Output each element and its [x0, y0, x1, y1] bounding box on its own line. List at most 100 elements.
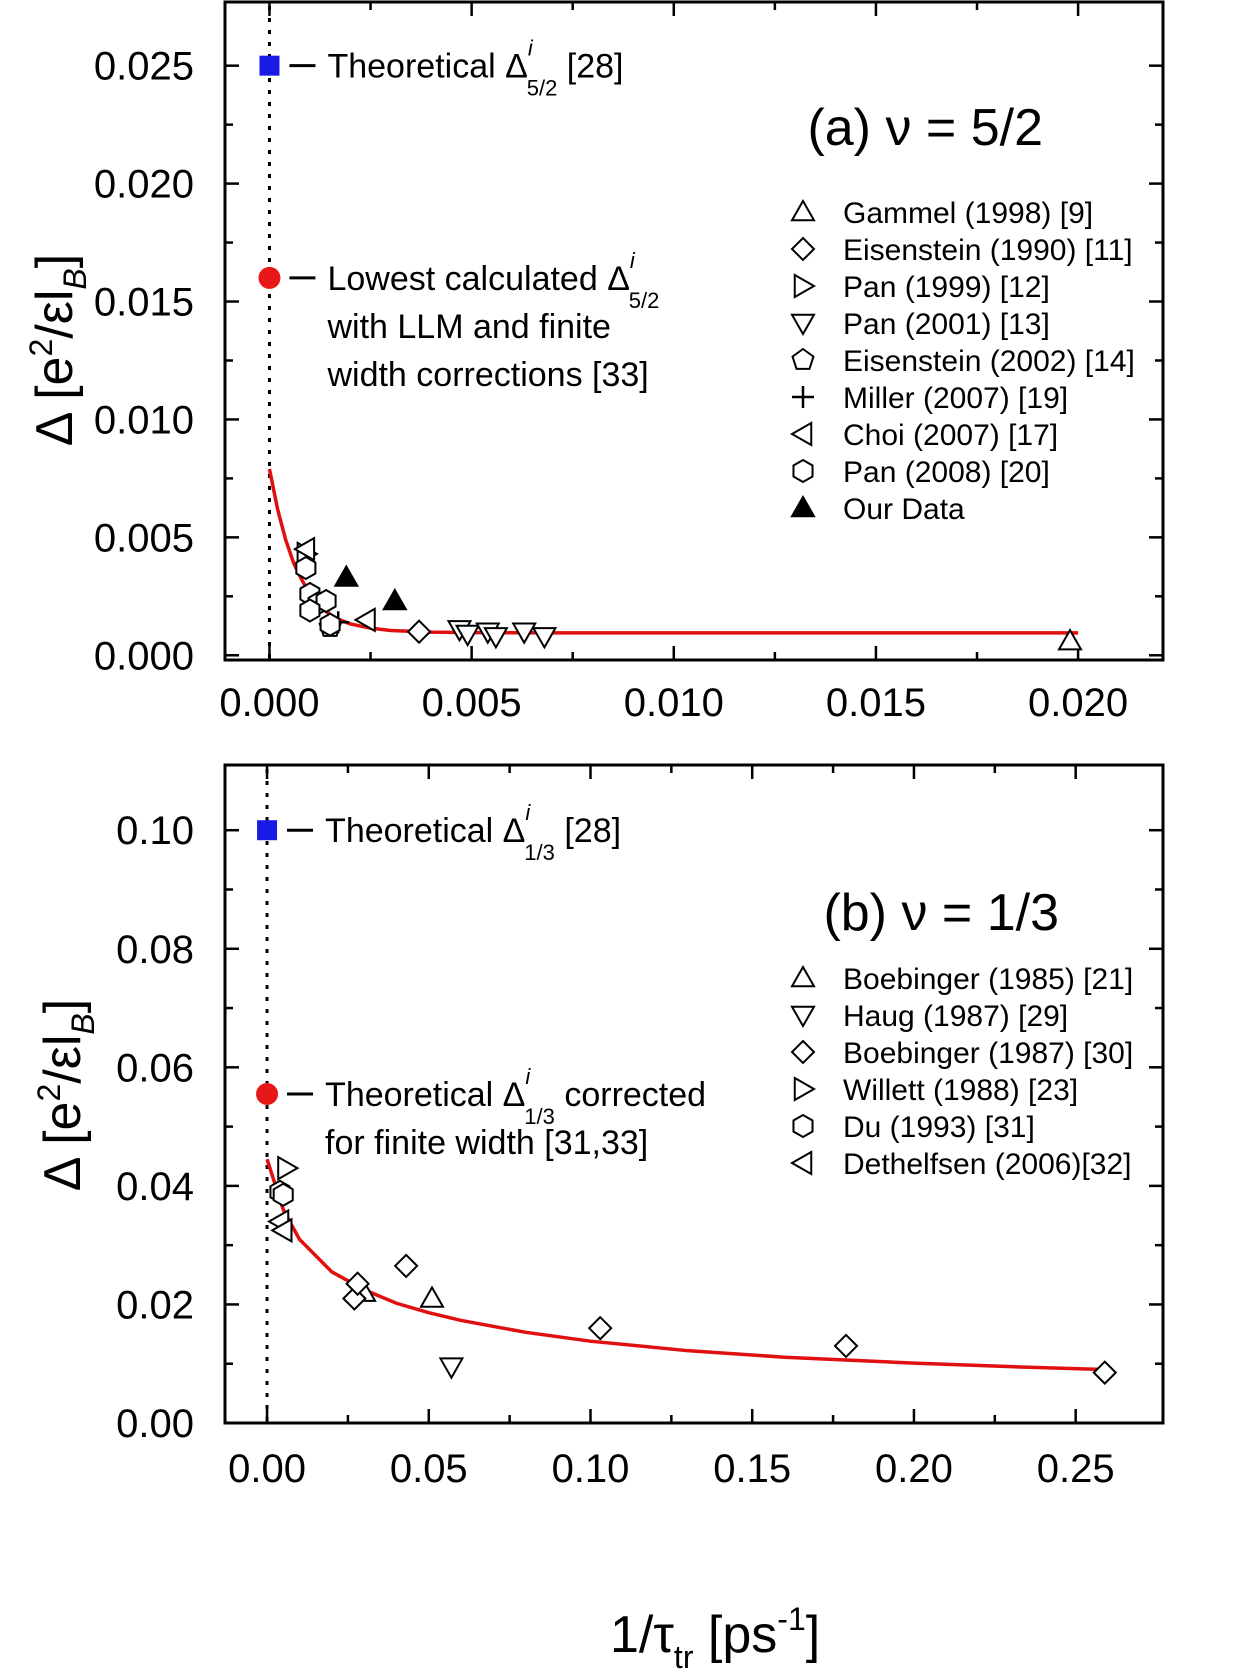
x-axis-label-main: 1/τ — [610, 1606, 674, 1664]
legend-marker — [790, 313, 816, 337]
series-eisenstein-1990-11 — [406, 619, 432, 645]
theory-square-marker — [257, 820, 278, 841]
svg-text:1/τtr [ps-1]: 1/τtr [ps-1] — [610, 1601, 820, 1671]
legend-marker — [792, 386, 814, 408]
y-axis-label-b-sub: B — [65, 1013, 101, 1034]
data-point — [292, 536, 316, 562]
series-pan-2001-13 — [446, 620, 558, 650]
y-tick-label: 0.08 — [116, 928, 194, 972]
legend-label: Du (1993) [31] — [843, 1111, 1035, 1144]
y-tick-label: 0.005 — [94, 516, 194, 560]
legend-label: Haug (1987) [29] — [843, 1000, 1068, 1033]
panel-a-nu-5-2: 0.000 0.005 0.010 0.015 0.020 0.000 0.005 0.010… — [94, 0, 1165, 725]
annotation-0: Theoretical Δi 1/3 [28] — [257, 800, 621, 865]
legend-label: Pan (1999) [12] — [843, 271, 1050, 304]
x-axis-label-sup: -1 — [777, 1601, 805, 1637]
data-point — [438, 1357, 465, 1380]
x-axis-label-sub: tr — [674, 1639, 694, 1671]
y-tick-label: 0.06 — [116, 1046, 194, 1090]
legend-marker — [793, 1076, 817, 1102]
y-axis-label-a-mid: /εl — [26, 290, 84, 339]
legend-marker — [790, 1039, 816, 1065]
x-tick-label: 0.020 — [1028, 681, 1128, 725]
series-our-data — [333, 564, 408, 611]
x-tick-label: 0.000 — [219, 681, 319, 725]
legend: Gammel (1998) [9] Eisenstein (1990) [11] P… — [789, 197, 1135, 526]
series-haug-1987-29 — [438, 1357, 465, 1380]
y-tick-label: 0.025 — [94, 45, 194, 89]
data-point — [272, 1182, 294, 1207]
plot-frame — [223, 0, 1165, 662]
annotation-text: Theoretical Δi 1/3 [28] — [325, 800, 621, 865]
y-tick-label: 0.04 — [116, 1165, 194, 1209]
data-point — [295, 555, 317, 581]
y-tick-label: 0.015 — [94, 281, 194, 325]
y-axis-label-b: Δ [e2/εlB] — [31, 999, 101, 1191]
annotation-text: Theoretical Δi 5/2 [28] — [327, 36, 623, 101]
legend-label: Eisenstein (2002) [14] — [843, 345, 1135, 378]
y-tick-label: 0.00 — [116, 1402, 194, 1446]
legend-marker — [790, 1005, 816, 1029]
x-tick-label: 0.010 — [624, 681, 724, 725]
data-point — [382, 588, 408, 611]
legend-marker — [790, 236, 816, 262]
data-point — [511, 622, 537, 645]
y-tick-label: 0.000 — [94, 634, 194, 678]
data-point — [1092, 1360, 1118, 1386]
data-point — [299, 598, 321, 623]
y-axis-label-a-sub: B — [57, 268, 93, 289]
series-dethelfsen-2006-32 — [266, 1208, 293, 1244]
y-axis-label-b-mid: /εl — [34, 1035, 92, 1084]
legend-marker — [792, 458, 814, 484]
svg-text:Δ [e2/εlB]: Δ [e2/εlB] — [23, 254, 93, 446]
y-axis-label-a: Δ [e2/εlB] — [23, 254, 93, 446]
fit-curve — [265, 1158, 1109, 1372]
svg-text:Δ [e2/εlB]: Δ [e2/εlB] — [31, 999, 101, 1191]
x-tick-label: 0.005 — [422, 681, 522, 725]
y-axis-label-b-sup: 2 — [31, 1084, 67, 1102]
annotation-0: Theoretical Δi 5/2 [28] — [259, 36, 623, 101]
legend-label: Pan (2008) [20] — [843, 456, 1050, 489]
y-axis-label-b-end: ] — [34, 999, 92, 1013]
y-tick-label: 0.020 — [94, 163, 194, 207]
x-tick-label: 0.15 — [713, 1447, 791, 1491]
series-du-1993-31 — [269, 1179, 294, 1207]
data-point — [454, 624, 481, 648]
data-point — [345, 1271, 371, 1297]
legend-marker — [790, 494, 816, 518]
y-tick-label: 0.010 — [94, 398, 194, 442]
series-willett-1988-23 — [277, 1155, 300, 1181]
x-tick-label: 0.015 — [826, 681, 926, 725]
legend-marker — [793, 273, 817, 299]
annotation-line: width corrections [33] — [326, 356, 648, 394]
series-choi-2007-17 — [292, 536, 376, 633]
data-point — [531, 627, 558, 650]
legend-marker — [789, 1150, 813, 1176]
legend-label: Gammel (1998) [9] — [843, 197, 1093, 230]
x-tick-label: 0.05 — [390, 1447, 468, 1491]
data-point — [419, 1285, 445, 1308]
series-boebinger-1987-30 — [341, 1253, 1118, 1386]
data-point — [483, 627, 509, 650]
legend-marker — [789, 421, 813, 447]
x-tick-label: 0.20 — [875, 1447, 953, 1491]
legend-label: Our Data — [843, 493, 965, 526]
annotation-text: Lowest calculated Δi 5/2 — [327, 248, 659, 313]
legend-label: Miller (2007) [19] — [843, 382, 1068, 415]
x-axis-label: 1/τtr [ps-1] — [610, 1601, 820, 1671]
y-axis-label-b-delta: Δ [e — [34, 1102, 92, 1192]
legend-marker — [792, 1113, 814, 1139]
x-tick-label: 0.25 — [1037, 1447, 1115, 1491]
data-point — [833, 1333, 859, 1359]
theory-circle-marker — [258, 266, 281, 289]
theory-circle-marker — [256, 1083, 279, 1105]
x-axis-label-unit: [ps — [693, 1606, 777, 1664]
annotation-line: for finite width [31,33] — [325, 1124, 648, 1162]
y-tick-label: 0.02 — [116, 1283, 194, 1327]
legend-label: Dethelfsen (2006)[32] — [843, 1148, 1132, 1181]
data-point — [333, 564, 360, 587]
y-axis-label-a-sup: 2 — [23, 339, 59, 357]
legend-label: Eisenstein (1990) [11] — [843, 234, 1133, 267]
